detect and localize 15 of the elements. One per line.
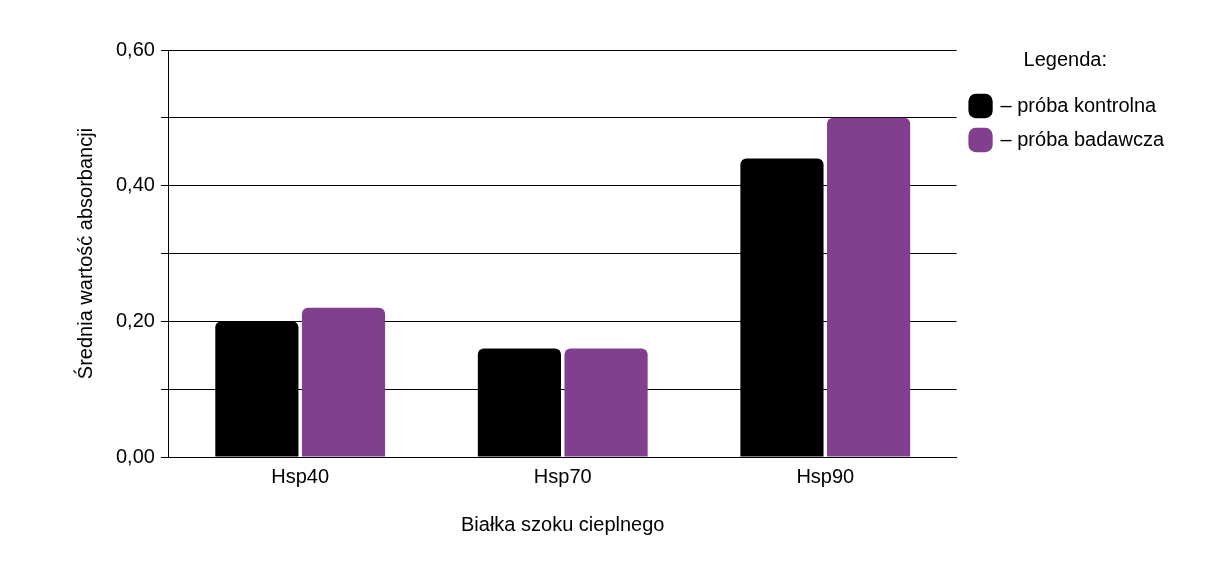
bar [301,307,386,457]
x-tick-label: Hsp90 [796,464,855,487]
bar [827,117,911,457]
x-tick-label: Hsp70 [533,464,592,487]
legend-label: – próba kontrolna [1000,93,1158,116]
legend-title: Legenda: [1023,47,1107,70]
legend-label: – próba badawcza [1000,127,1165,150]
x-tick-label: Hsp40 [271,464,330,487]
y-tick-label: 0,40 [115,173,155,196]
y-tick-label: 0,20 [115,308,155,331]
y-tick-label: 0,60 [115,37,155,60]
y-tick-label: 0,00 [115,444,155,467]
x-axis-title: Białka szoku cieplnego [461,512,665,535]
bar [564,348,648,457]
y-axis-title: Średnia wartość absorbancji [72,127,96,380]
